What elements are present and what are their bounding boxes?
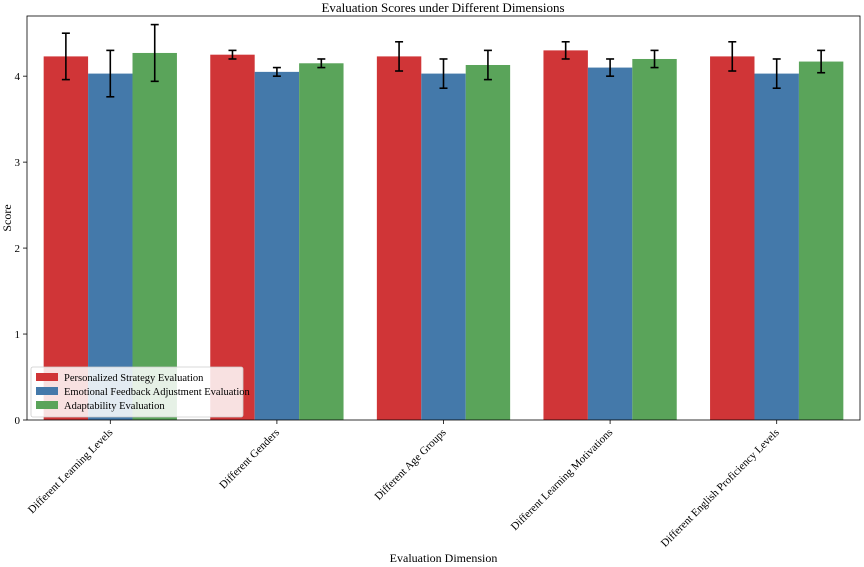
legend-swatch-3 (36, 401, 58, 409)
bar-2-3 (421, 73, 466, 420)
y-tick-label-2: 2 (15, 243, 21, 255)
bar-1-4 (543, 50, 588, 420)
bar-2-2 (254, 71, 300, 420)
x-tick-label-2: Different Age Groups (372, 427, 448, 503)
bar-3-4 (632, 58, 677, 420)
legend: Personalized Strategy Evaluation Emotiona… (30, 366, 251, 418)
bar-2-4 (587, 67, 633, 421)
x-tick-label-1: Different Genders (217, 427, 282, 492)
y-tick-label-1: 1 (15, 329, 21, 341)
legend-label-1: Personalized Strategy Evaluation (64, 373, 204, 384)
bars-group (43, 50, 844, 421)
legend-swatch-1 (36, 373, 58, 381)
bar-2-5 (754, 73, 799, 420)
bar-3-3 (465, 64, 511, 421)
legend-label-3: Adaptability Evaluation (64, 401, 165, 412)
bar-1-2 (210, 54, 255, 421)
x-tick-label-4: Different English Proficiency Levels (659, 427, 782, 550)
error-bars-group (61, 23, 826, 98)
y-tick-label-0: 0 (15, 415, 21, 427)
bar-1-3 (376, 56, 422, 421)
legend-box (30, 366, 244, 418)
legend-swatch-2 (36, 387, 58, 395)
bar-2-1 (88, 73, 133, 420)
legend-label-2: Emotional Feedback Adjustment Evaluation (64, 387, 251, 398)
bar-3-2 (299, 63, 344, 420)
y-tick-label-3: 3 (15, 157, 21, 169)
x-tick-label-3: Different Learning Motivations (509, 427, 615, 533)
x-axis-title: Evaluation Dimension (390, 551, 498, 565)
bar-1-5 (710, 56, 755, 421)
x-axis: Different Learning Levels Different Gende… (26, 420, 782, 550)
y-axis: 0 1 2 3 4 (15, 71, 27, 427)
bar-1-1 (43, 56, 89, 421)
y-tick-label-4: 4 (15, 71, 21, 83)
y-axis-title: Score (0, 204, 14, 231)
bar-3-1 (132, 52, 177, 420)
chart-title: Evaluation Scores under Different Dimens… (321, 0, 564, 15)
bar-3-5 (798, 61, 844, 421)
x-tick-label-0: Different Learning Levels (26, 427, 116, 517)
